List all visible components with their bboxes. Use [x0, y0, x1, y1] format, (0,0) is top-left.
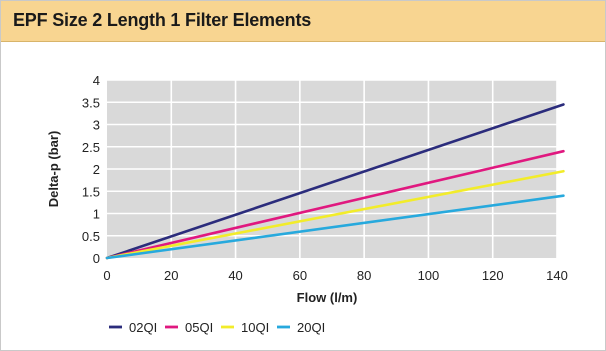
y-axis-ticks: 0 0.5 1 1.5 2 2.5 3 3.5 4 [82, 73, 100, 266]
series-line-05qi [105, 149, 565, 260]
y-tick-label: 1 [93, 207, 100, 222]
series-line-10qi [105, 169, 565, 260]
x-tick-label: 0 [103, 268, 110, 283]
series-line-20qi [105, 194, 565, 260]
x-tick-label: 80 [357, 268, 371, 283]
x-axis-ticks: 0 20 40 60 80 100 120 140 [103, 268, 567, 283]
series-line-02qi [105, 103, 565, 260]
x-tick-label: 20 [164, 268, 178, 283]
y-tick-label: 2.5 [82, 140, 100, 155]
legend-label-05qi: 05QI [185, 320, 213, 335]
y-tick-label: 0 [93, 251, 100, 266]
grid-lines [107, 79, 558, 258]
y-axis-title: Delta-p (bar) [46, 131, 61, 208]
legend-label-02qi: 02QI [129, 320, 157, 335]
x-tick-label: 140 [546, 268, 568, 283]
title-bar: EPF Size 2 Length 1 Filter Elements [1, 1, 605, 42]
y-tick-label: 3.5 [82, 95, 100, 110]
chart-title: EPF Size 2 Length 1 Filter Elements [13, 10, 312, 30]
x-axis-title: Flow (l/m) [297, 290, 358, 305]
series-lines [105, 103, 565, 260]
y-tick-label: 1.5 [82, 184, 100, 199]
y-tick-label: 3 [93, 118, 100, 133]
x-tick-label: 40 [228, 268, 242, 283]
line-chart: 0 20 40 60 80 100 120 140 0 0.5 1 1.5 2 2.5 3 3.5 4 Flo… [46, 73, 568, 335]
legend: 02QI 05QI 10QI 20QI [109, 320, 325, 335]
x-tick-label: 60 [293, 268, 307, 283]
x-tick-label: 100 [418, 268, 440, 283]
legend-label-10qi: 10QI [241, 320, 269, 335]
x-tick-label: 120 [482, 268, 504, 283]
y-tick-label: 0.5 [82, 229, 100, 244]
y-tick-label: 2 [93, 162, 100, 177]
y-tick-label: 4 [93, 73, 100, 88]
legend-label-20qi: 20QI [297, 320, 325, 335]
